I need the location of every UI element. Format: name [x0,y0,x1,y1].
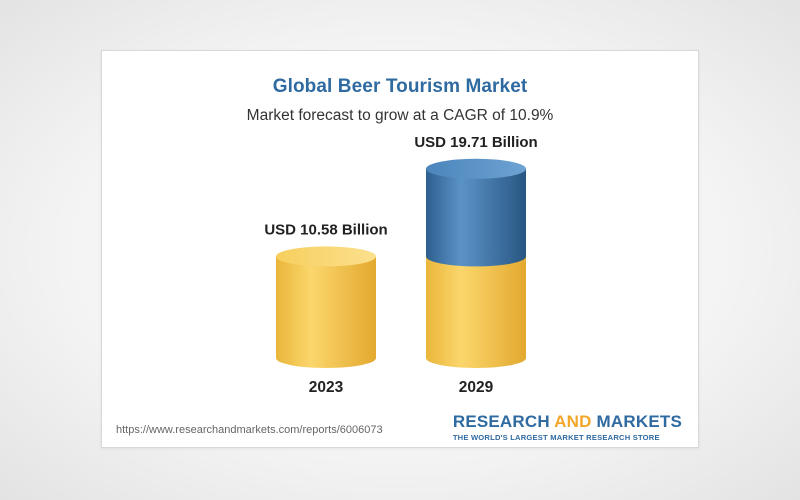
source-url[interactable]: https://www.researchandmarkets.com/repor… [116,424,383,436]
category-label-2023: 2023 [309,379,344,396]
chart-card: Global Beer Tourism Market Market foreca… [101,50,699,448]
bar-2029-base [426,256,526,368]
value-label-2023: USD 10.58 Billion [264,221,387,238]
brand-word-markets: MARKETS [596,412,682,431]
bar-2023-base [276,256,376,368]
brand-logo: RESEARCH AND MARKETS THE WORLD'S LARGEST… [452,412,682,443]
chart-plot: USD 10.58 Billion 2023 USD 19.71 Billion 20… [264,134,537,396]
brand-word-research: RESEARCH [452,412,550,431]
value-label-2029: USD 19.71 Billion [414,134,537,151]
brand-word-and: AND [554,412,592,431]
chart-title: Global Beer Tourism Market [272,76,528,97]
bar-2023-cap [276,246,376,267]
brand-tagline: THE WORLD'S LARGEST MARKET RESEARCH STOR… [452,433,660,442]
bar-2029-cap [426,158,526,179]
chart-subtitle: Market forecast to grow at a CAGR of 10.… [246,107,554,124]
category-label-2029: 2029 [459,379,494,396]
bar-2029-growth [426,168,526,267]
